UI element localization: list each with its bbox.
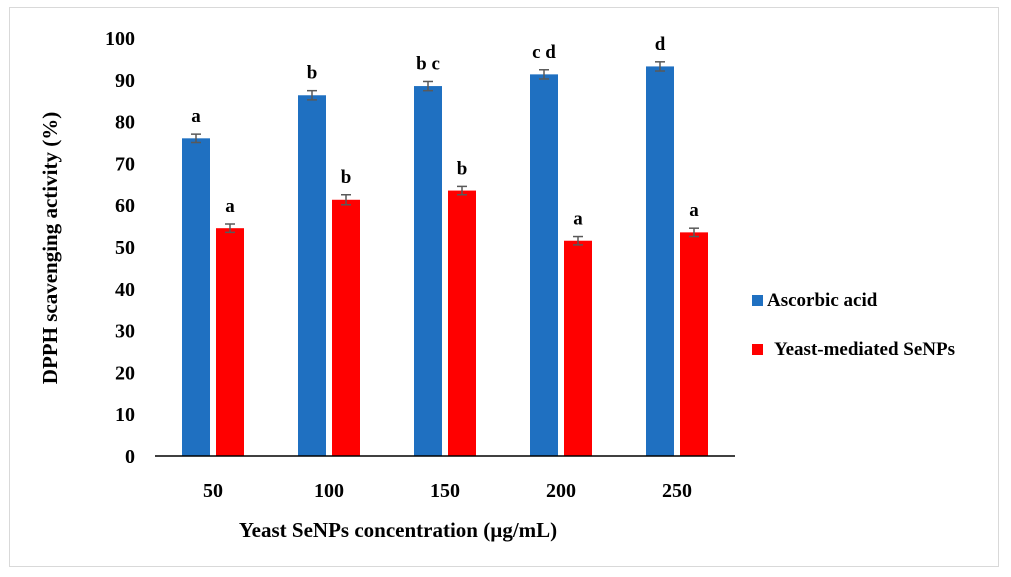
- y-tick-label: 100: [105, 28, 135, 50]
- significance-label: b: [307, 63, 318, 84]
- significance-label: b: [457, 158, 468, 179]
- bar: [646, 66, 674, 456]
- chart-frame: [9, 7, 999, 567]
- significance-label: a: [191, 106, 201, 127]
- legend-label: Yeast-mediated SeNPs: [774, 339, 955, 360]
- significance-label: a: [689, 200, 699, 221]
- significance-label: d: [655, 34, 666, 55]
- x-tick-label: 50: [203, 480, 223, 502]
- significance-label: a: [573, 209, 583, 230]
- x-tick-label: 150: [430, 480, 460, 502]
- y-tick-label: 80: [115, 112, 135, 134]
- bar: [332, 199, 360, 457]
- bar: [216, 228, 244, 456]
- bar: [298, 95, 326, 457]
- legend-label: Ascorbic acid: [767, 290, 878, 311]
- bar: [182, 138, 210, 456]
- y-axis-ticks: 0 10 20 30 40 50 60 70 80 90 100: [105, 28, 135, 468]
- bar: [448, 190, 476, 456]
- y-tick-label: 60: [115, 195, 135, 217]
- bar: [530, 74, 558, 456]
- x-tick-label: 250: [662, 480, 692, 502]
- y-axis-title: DPPH scavenging activity (%): [38, 112, 62, 384]
- bar: [564, 240, 592, 456]
- legend-swatch: [752, 295, 763, 306]
- x-tick-label: 200: [546, 480, 576, 502]
- legend-swatch: [752, 344, 763, 355]
- legend: Ascorbic acid Yeast-mediated SeNPs: [752, 290, 955, 360]
- significance-labels: a a b b b c b c d a d a: [191, 34, 699, 230]
- y-tick-label: 40: [115, 279, 135, 301]
- error-bars: [191, 61, 699, 246]
- significance-label: b c: [416, 53, 440, 74]
- significance-label: b: [341, 167, 352, 188]
- y-tick-label: 10: [115, 404, 135, 426]
- y-tick-label: 90: [115, 70, 135, 92]
- bars: [182, 66, 708, 457]
- bar: [414, 86, 442, 456]
- significance-label: c d: [532, 42, 556, 63]
- y-tick-label: 20: [115, 362, 135, 384]
- x-tick-label: 100: [314, 480, 344, 502]
- y-tick-label: 50: [115, 237, 135, 259]
- bar: [680, 232, 708, 456]
- significance-label: a: [225, 196, 235, 217]
- y-tick-label: 70: [115, 153, 135, 175]
- y-tick-label: 0: [125, 446, 135, 468]
- x-axis-ticks: 50 100 150 200 250: [203, 480, 692, 502]
- x-axis-title: Yeast SeNPs concentration (µg/mL): [239, 518, 557, 542]
- y-tick-label: 30: [115, 321, 135, 343]
